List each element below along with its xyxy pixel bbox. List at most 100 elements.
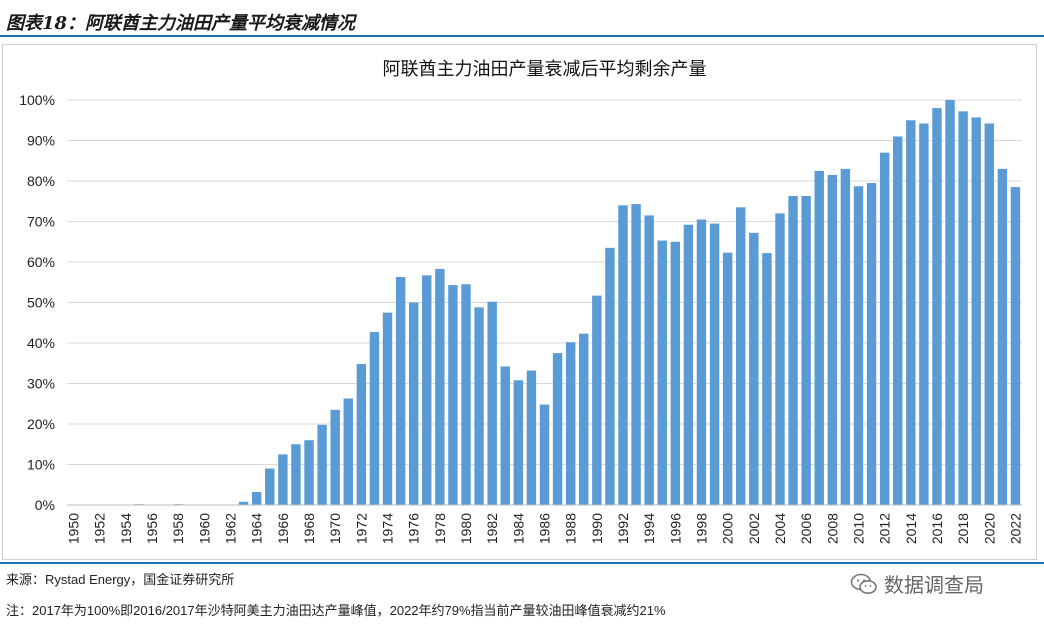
x-tick-label: 1990 xyxy=(589,513,605,544)
bar xyxy=(395,276,406,505)
bar xyxy=(644,215,654,506)
x-tick-label: 2002 xyxy=(746,513,762,544)
bar xyxy=(788,195,798,506)
x-tick-label: 1954 xyxy=(118,513,134,544)
bar xyxy=(474,307,484,505)
bar xyxy=(709,223,720,505)
watermark-text: 数据调查局 xyxy=(884,575,984,597)
x-tick-label: 2012 xyxy=(877,513,893,544)
watermark: 数据调查局 xyxy=(850,569,984,598)
figure-label: 图表18：阿联酋主力油田产量平均衰减情况 xyxy=(6,13,356,34)
x-tick-label: 1978 xyxy=(432,513,448,544)
bar xyxy=(265,468,275,505)
bar xyxy=(683,224,694,506)
x-tick-label: 2018 xyxy=(955,513,971,544)
x-tick-label: 1986 xyxy=(537,513,553,544)
x-tick-label: 1974 xyxy=(380,513,396,544)
bar xyxy=(657,240,667,505)
bar xyxy=(722,252,733,505)
bar xyxy=(487,301,497,505)
x-tick-label: 1968 xyxy=(301,513,317,544)
x-tick-label: 2010 xyxy=(850,513,866,544)
bar xyxy=(618,205,628,506)
bar xyxy=(866,183,877,505)
x-tick-label: 1950 xyxy=(66,513,82,544)
y-tick-label: 70% xyxy=(27,214,55,230)
bar xyxy=(893,136,903,505)
x-tick-label: 2014 xyxy=(903,513,919,544)
x-tick-label: 1988 xyxy=(563,513,579,544)
x-tick-label: 1966 xyxy=(275,513,291,544)
x-tick-label: 1982 xyxy=(484,513,500,544)
x-tick-label: 2008 xyxy=(824,513,840,544)
bar xyxy=(984,123,995,506)
bar xyxy=(840,168,851,505)
bar xyxy=(251,492,262,505)
bar xyxy=(906,120,916,505)
bar xyxy=(605,247,615,505)
bar xyxy=(592,295,602,505)
bar xyxy=(539,404,550,505)
bar xyxy=(304,440,314,505)
x-tick-label: 1964 xyxy=(249,513,265,544)
bar xyxy=(330,409,340,505)
y-tick-label: 50% xyxy=(27,295,55,311)
bar xyxy=(1010,187,1021,505)
bar xyxy=(919,123,929,506)
bar xyxy=(932,108,942,505)
y-tick-label: 10% xyxy=(27,457,55,473)
figure-header: 图表18：阿联酋主力油田产量平均衰减情况 xyxy=(0,0,1044,37)
bar xyxy=(945,100,955,505)
bar xyxy=(997,168,1008,505)
bar xyxy=(749,232,759,505)
bar xyxy=(448,285,458,505)
x-tick-label: 2006 xyxy=(798,513,814,544)
bar xyxy=(814,170,824,505)
x-tick-label: 2004 xyxy=(772,513,788,544)
y-tick-label: 0% xyxy=(35,497,55,513)
bar xyxy=(565,342,576,505)
x-tick-label: 1996 xyxy=(667,513,683,544)
bar xyxy=(526,370,537,505)
bar xyxy=(422,275,432,505)
bar xyxy=(382,312,393,505)
bar xyxy=(513,380,524,505)
bar xyxy=(369,332,380,505)
x-tick-label: 2020 xyxy=(981,513,997,544)
bar xyxy=(579,333,589,505)
bar xyxy=(291,444,301,505)
bar xyxy=(552,353,563,505)
y-tick-label: 100% xyxy=(19,92,55,108)
bar xyxy=(461,284,471,505)
bar xyxy=(762,253,772,505)
x-tick-label: 1980 xyxy=(458,513,474,544)
x-tick-label: 1992 xyxy=(615,513,631,544)
chart-frame: 阿联酋主力油田产量衰减后平均剩余产量 0% 10% 20% 30% 40% 50% 60% 70… xyxy=(2,44,1037,560)
bar xyxy=(958,111,968,505)
bar xyxy=(631,204,641,505)
y-tick-label: 30% xyxy=(27,376,55,392)
bar xyxy=(696,219,707,505)
y-tick-label: 40% xyxy=(27,335,55,351)
bar xyxy=(317,424,327,505)
chart-title: 阿联酋主力油田产量衰减后平均剩余产量 xyxy=(383,59,707,79)
y-tick-label: 20% xyxy=(27,416,55,432)
x-tick-label: 1956 xyxy=(144,513,160,544)
bar xyxy=(500,366,510,505)
bar xyxy=(853,186,864,505)
bar-chart: 阿联酋主力油田产量衰减后平均剩余产量 0% 10% 20% 30% 40% 50% 60% 70… xyxy=(19,59,1023,544)
y-tick-label: 90% xyxy=(27,133,55,149)
bar xyxy=(736,207,746,505)
x-tick-label: 1984 xyxy=(510,513,526,544)
x-tick-label: 2000 xyxy=(720,513,736,544)
footer-divider xyxy=(0,562,1044,564)
bar xyxy=(238,501,249,505)
source-text: 来源：Rystad Energy，国金证券研究所 xyxy=(6,572,235,587)
x-tick-label: 1994 xyxy=(641,513,657,544)
x-tick-label: 1960 xyxy=(196,513,212,544)
x-tick-label: 1962 xyxy=(223,513,239,544)
bar xyxy=(343,398,353,505)
bar xyxy=(356,364,367,505)
bar xyxy=(971,117,981,505)
x-tick-label: 1976 xyxy=(406,513,422,544)
